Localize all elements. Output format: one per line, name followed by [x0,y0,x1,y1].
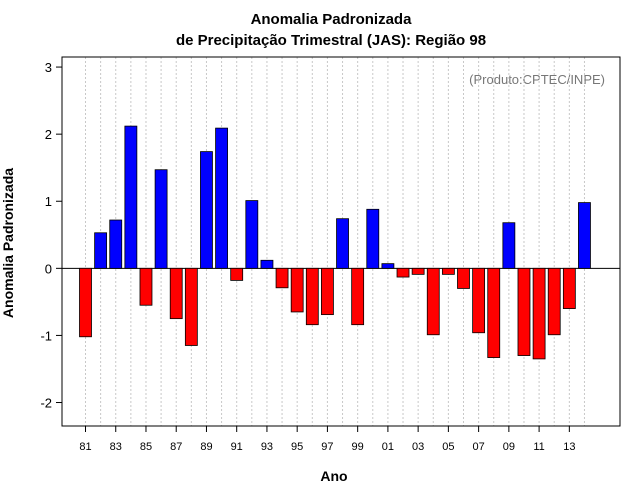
bar [547,267,561,336]
bar [487,267,501,358]
x-tick-label: 95 [291,441,303,453]
bar [290,267,304,313]
plot-frame [61,56,621,427]
y-axis-title: Anomalia Padronizada [0,168,16,318]
bar [215,127,228,269]
x-tick-label: 99 [352,441,364,453]
bar [124,125,138,269]
y-tick-label: -1 [40,328,52,343]
y-axis: -2 -1 0 1 2 3 [40,60,62,411]
bar [275,267,289,289]
bar [184,267,198,346]
bar [305,267,319,326]
bar [411,267,425,275]
bar [336,218,349,269]
bar [532,267,546,360]
x-tick-label: 03 [412,441,424,453]
x-tick-label: 13 [563,441,575,453]
source-annotation: (Produto:CPTEC/INPE) [469,72,605,87]
x-tick-label: 07 [472,441,484,453]
x-axis: 81 83 85 87 89 91 93 95 97 99 01 03 05 07 09 11 13 [79,426,575,453]
bar [366,208,380,269]
bar [245,200,259,269]
x-tick-label: 87 [170,441,182,453]
x-tick-label: 89 [200,441,212,453]
x-tick-label: 83 [110,441,122,453]
x-tick-label: 01 [382,441,394,453]
chart-subtitle: de Precipitação Trimestral (JAS): Região… [176,32,486,49]
bar [562,267,576,309]
y-tick-label: 2 [45,127,52,142]
bar [517,267,531,356]
x-tick-label: 11 [533,441,544,453]
bar [472,267,486,334]
x-tick-label: 91 [231,441,243,453]
bar [200,151,213,269]
x-tick-label: 97 [321,441,333,453]
bar [396,267,410,278]
x-tick-label: 81 [79,441,91,453]
chart-title: Anomalia Padronizada [251,11,413,28]
bar [260,259,274,269]
x-tick-label: 09 [503,441,515,453]
bar [139,267,153,306]
bar [79,267,92,338]
bar [321,267,334,316]
bar [154,169,168,269]
y-tick-label: 0 [45,261,52,276]
bar [426,267,440,336]
bar [351,267,365,326]
y-tick-label: 1 [45,194,52,209]
bar [109,219,123,269]
x-tick-label: 05 [442,441,454,453]
y-tick-label: 3 [45,60,52,75]
bars [79,125,591,360]
x-tick-label: 93 [261,441,273,453]
bar [441,267,455,275]
bar [94,232,108,269]
bar [502,222,516,269]
bar [381,263,395,269]
bar [169,267,183,320]
bar [578,202,591,269]
bar [230,267,244,281]
x-axis-title: Ano [320,468,347,484]
y-tick-label: -2 [40,396,52,411]
x-tick-label: 85 [140,441,152,453]
bar [457,267,470,289]
